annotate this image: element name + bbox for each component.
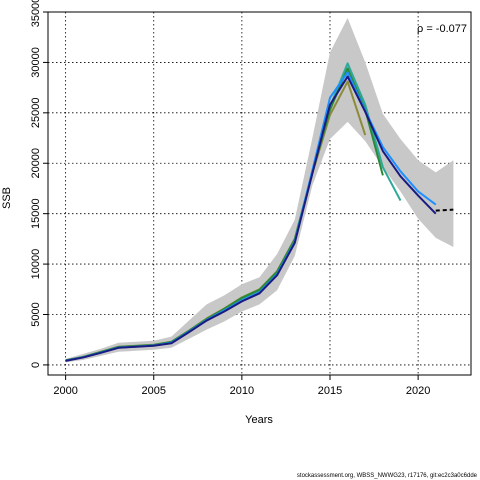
x-tick-label: 2015 [318, 385, 342, 397]
y-tick-label: 15000 [30, 198, 42, 229]
series-line-5 [65, 75, 437, 362]
x-tick-label: 2020 [406, 385, 430, 397]
axes [43, 11, 472, 380]
series-lines [65, 62, 454, 362]
series-line-6 [435, 208, 454, 212]
y-tick-label: 35000 [30, 0, 42, 27]
y-tick-label: 5000 [30, 302, 42, 326]
y-tick-label: 0 [30, 362, 42, 368]
confidence-band [65, 18, 454, 363]
y-tick-label: 30000 [30, 47, 42, 78]
y-axis-title: SSB [1, 187, 13, 209]
tick-labels: 2000 2005 2010 2015 2020 0 5000 10000 15000 20000… [30, 0, 430, 397]
x-tick-label: 2010 [230, 385, 254, 397]
y-tick-label: 10000 [30, 249, 42, 280]
y-tick-label: 25000 [30, 98, 42, 129]
y-tick-label: 20000 [30, 148, 42, 179]
x-axis-title: Years [245, 414, 273, 426]
rho-annotation: ρ = -0.077 [417, 23, 467, 35]
footer-label: stockassessment.org, WBSS_NWWG23, r17176… [297, 473, 478, 479]
plot-frame [47, 11, 472, 376]
confidence-band-area [65, 18, 454, 363]
x-tick-label: 2005 [142, 385, 166, 397]
x-tick-label: 2000 [53, 385, 77, 397]
